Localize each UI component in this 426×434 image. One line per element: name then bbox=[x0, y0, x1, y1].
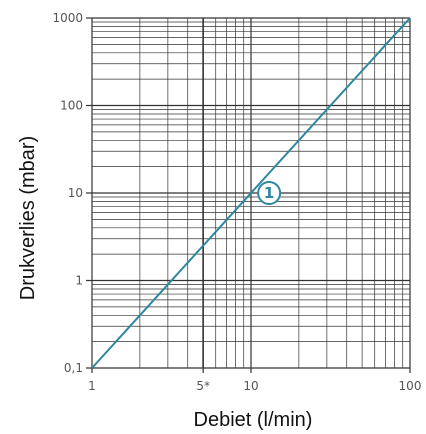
x-tick-label: 5* bbox=[196, 379, 210, 393]
grid bbox=[86, 17, 411, 373]
x-tick-label: 100 bbox=[399, 379, 422, 393]
y-tick-label: 100 bbox=[60, 99, 83, 113]
x-tick-label: 1 bbox=[88, 379, 96, 393]
tick-labels: 0,1 1 10 100 1000 1 5* 10 100 bbox=[52, 11, 421, 393]
y-axis-title: Drukverlies (mbar) bbox=[17, 136, 39, 300]
y-tick-label: 0,1 bbox=[64, 361, 83, 375]
series-marker-label: 1 bbox=[264, 184, 274, 202]
y-tick-label: 10 bbox=[68, 186, 83, 200]
y-tick-label: 1 bbox=[75, 274, 83, 288]
data-layer: 1 bbox=[91, 17, 411, 369]
series-marker-circle bbox=[257, 181, 282, 205]
x-tick-label: 10 bbox=[243, 379, 258, 393]
x-axis-title: Debiet (l/min) bbox=[194, 409, 313, 431]
y-tick-label: 1000 bbox=[52, 11, 83, 25]
series-line bbox=[91, 17, 411, 369]
